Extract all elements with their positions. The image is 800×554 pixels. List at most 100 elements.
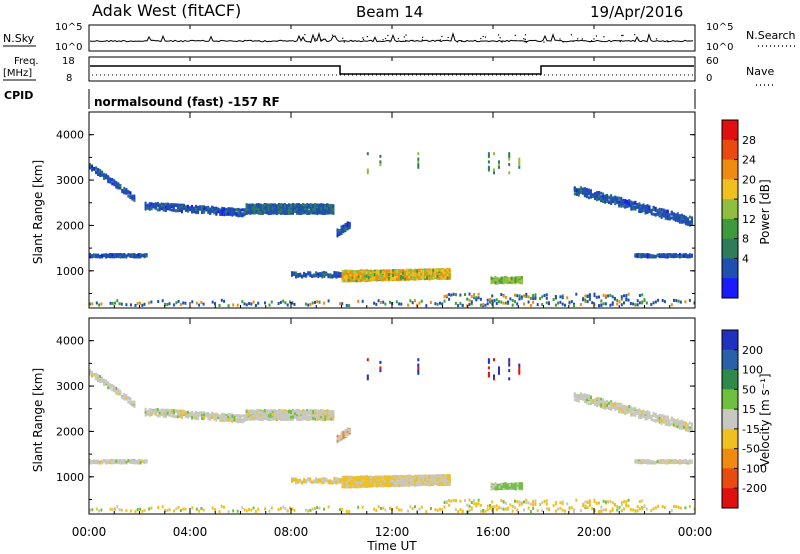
power-cell: [333, 273, 336, 277]
power-cell: [120, 302, 123, 306]
power-cell: [598, 197, 600, 201]
velocity-cell: [99, 380, 102, 383]
power-cell: [646, 211, 649, 214]
power-cell: [418, 301, 421, 305]
power-cell: [316, 208, 319, 212]
power-cell: [330, 207, 333, 211]
power-cell: [428, 277, 431, 281]
power-cell: [400, 302, 403, 306]
power-cell: [518, 163, 521, 167]
nsearch-dot: [524, 41, 526, 43]
power-cell: [109, 253, 112, 257]
power-cell: [491, 302, 494, 306]
power-cell: [265, 203, 268, 207]
power-cell: [593, 294, 596, 298]
power-cell: [125, 303, 128, 307]
power-cell: [328, 206, 331, 210]
power-cell: [346, 226, 349, 230]
power-cell: [105, 173, 108, 177]
power-cell: [396, 272, 398, 276]
power-cell: [602, 293, 605, 297]
velocity-cell: [103, 383, 106, 386]
power-cell: [604, 194, 607, 198]
power-cell: [582, 298, 585, 302]
power-cell: [105, 253, 108, 257]
power-cell: [489, 298, 491, 301]
power-cell: [410, 277, 413, 281]
power-cell: [357, 279, 360, 283]
power-cell: [111, 253, 114, 257]
power-cell: [214, 302, 216, 306]
power-cell: [241, 208, 244, 212]
power-cell: [561, 302, 564, 306]
power-cell: [296, 210, 299, 214]
power-cell: [678, 216, 681, 220]
power-cell: [249, 205, 252, 209]
power-cell: [398, 277, 401, 281]
power-cell: [644, 204, 647, 208]
power-cell: [602, 192, 605, 196]
power-cell: [604, 294, 607, 298]
power-cell: [225, 212, 228, 216]
power-cell: [389, 300, 391, 304]
power-cell: [281, 211, 284, 214]
colorbar-segment: [722, 120, 738, 141]
power-cell: [396, 270, 398, 274]
power-cell: [598, 191, 600, 195]
power-cell: [395, 300, 398, 304]
power-cell: [223, 207, 226, 211]
colorbar-segment: [722, 258, 738, 279]
power-cell: [306, 207, 309, 211]
power-cell: [348, 304, 351, 308]
power-cell: [369, 273, 372, 277]
nsearch-dot: [581, 38, 583, 40]
power-cell: [117, 182, 120, 186]
power-cell: [252, 300, 255, 304]
power-cell: [407, 303, 410, 307]
power-cell: [253, 211, 256, 215]
power-cell: [197, 209, 200, 213]
nsearch-dot: [461, 40, 463, 42]
power-cell: [385, 272, 388, 276]
power-cell: [308, 211, 311, 215]
nsky-tick-bottom: 10^0: [55, 42, 82, 53]
power-cell: [446, 275, 449, 279]
power-cell: [123, 190, 126, 194]
power-cell: [468, 298, 471, 302]
power-cell: [249, 211, 252, 215]
nsearch-dot: [655, 38, 658, 40]
velocity-cell: [101, 379, 104, 383]
nsearch-dot: [387, 34, 389, 37]
power-cell: [670, 303, 673, 307]
power-cell: [677, 299, 680, 303]
power-cell: [584, 294, 587, 298]
power-cell: [209, 208, 212, 212]
power-cell: [654, 212, 657, 216]
power-cell: [434, 271, 437, 275]
power-cell: [493, 299, 496, 303]
power-cell: [662, 211, 665, 214]
power-cell: [417, 165, 420, 169]
power-cell: [385, 278, 388, 282]
nsearch-dot: [322, 38, 324, 40]
power-cell: [418, 272, 421, 276]
power-cell: [320, 203, 323, 207]
power-cell: [117, 185, 120, 189]
power-cell: [121, 255, 124, 259]
power-cell: [286, 210, 288, 214]
nsearch-dot: [447, 36, 449, 39]
power-cell: [191, 204, 193, 208]
power-cell: [634, 253, 637, 257]
power-cell: [317, 272, 320, 276]
power-cell: [620, 198, 623, 202]
power-cell: [468, 302, 471, 306]
power-cell: [288, 210, 290, 214]
power-cell: [162, 202, 165, 206]
power-cell: [642, 209, 645, 213]
power-cell: [443, 299, 446, 303]
power-cell: [162, 208, 165, 212]
power-cell: [658, 253, 661, 257]
power-cell: [168, 206, 171, 210]
nsearch-dot: [562, 41, 564, 43]
power-cell: [682, 254, 685, 258]
